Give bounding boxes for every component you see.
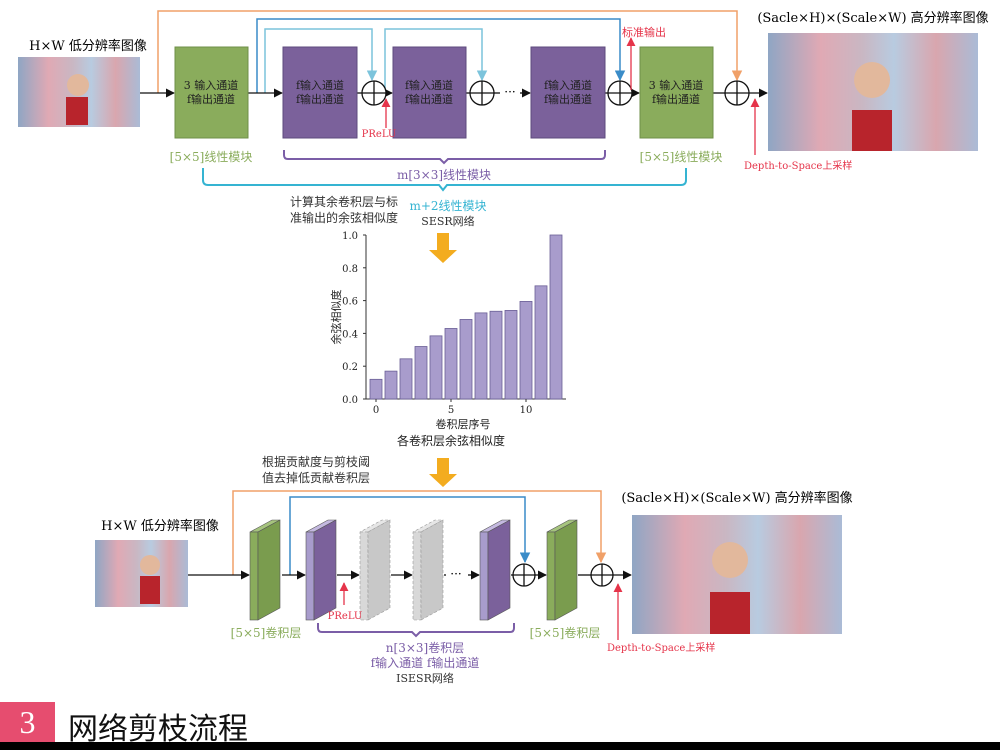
bar-layer-9 [504, 310, 518, 400]
top-blue-skip [256, 18, 626, 93]
bottom-conv-5x5-left: [5×5]卷积层 [231, 625, 302, 640]
bar-layer-11 [534, 285, 548, 400]
pruned-conv-slab [359, 519, 391, 621]
top-linear-5x5-left: [5×5]线性模块 [170, 150, 253, 164]
top-input-image [18, 57, 140, 127]
y-tick-label: 0.2 [342, 362, 358, 373]
top-network-label: SESR网络 [421, 214, 474, 228]
add-icon [469, 80, 495, 106]
compute-note-line-1: 计算其余卷积层与标 [290, 194, 398, 209]
x-tick-label: 0 [373, 405, 379, 416]
top-orange-skip [157, 10, 743, 93]
bottom-prelu-label: PReLU [328, 611, 363, 622]
add-icon [590, 563, 614, 587]
cosine-similarity-chart: 0.0 0.2 0.4 0.6 0.8 1.0 0 5 10 余弦相似度 卷积层序号 各卷积层… [329, 231, 566, 448]
block-text: f输出通道 [652, 92, 700, 106]
conv-5x5-slab-right [546, 519, 578, 621]
m2-linear-bracket [202, 168, 687, 192]
m2-linear-label: m+2线性模块 [409, 199, 486, 213]
bar-layer-3 [414, 346, 428, 400]
bottom-blue-skip [289, 496, 531, 575]
x-axis-label: 卷积层序号 [436, 417, 491, 431]
top-output-label: (Sacle×H)×(Scale×W) 高分辨率图像 [757, 10, 988, 26]
compute-note-line-2: 准输出的余弦相似度 [290, 210, 398, 225]
block-text: f输入通道 [405, 78, 453, 92]
bar-layer-0 [369, 378, 383, 400]
block-text: f输入通道 [296, 78, 344, 92]
top-green-block-2: 3 输入通道 f输出通道 [639, 46, 714, 139]
conv-3x3-slab [479, 519, 511, 621]
add-icon [607, 80, 633, 106]
bar-layer-7 [474, 312, 488, 400]
bottom-depth-to-space-label: Depth-to-Space上采样 [607, 641, 715, 654]
standard-output-label: 标准输出 [622, 25, 666, 39]
m-linear-label: m[3×3]线性模块 [397, 168, 491, 182]
top-depth-to-space-label: Depth-to-Space上采样 [744, 159, 852, 172]
bar-layer-2 [399, 358, 413, 400]
down-arrow-icon [429, 458, 457, 487]
block-text: f输入通道 [544, 78, 592, 92]
bar-layer-10 [519, 301, 533, 400]
y-tick-label: 1.0 [342, 231, 358, 242]
bottom-orange-skip [232, 490, 607, 575]
add-icon [361, 80, 387, 106]
top-purple-block-m: f输入通道 f输出通道 [530, 46, 606, 139]
bottom-input-image [95, 540, 188, 607]
block-text: f输出通道 [405, 92, 453, 106]
y-axis-label: 余弦相似度 [329, 290, 343, 345]
bottom-output-image [632, 515, 842, 634]
top-input-label: H×W 低分辨率图像 [29, 38, 147, 54]
block-text: f输出通道 [296, 92, 344, 106]
channels-label: f输入通道 f输出通道 [371, 655, 480, 670]
top-residual-skip-2 [384, 28, 488, 93]
prune-note-line-2: 值去掉低贡献卷积层 [262, 470, 370, 485]
block-text: 3 输入通道 [184, 78, 239, 92]
n-conv-label: n[3×3]卷积层 [386, 640, 464, 655]
bottom-output-label: (Sacle×H)×(Scale×W) 高分辨率图像 [621, 490, 852, 506]
divider [0, 742, 1000, 750]
top-output-image [768, 33, 978, 151]
top-linear-5x5-right: [5×5]线性模块 [640, 150, 723, 164]
bar-layer-1 [384, 370, 398, 400]
x-tick-label: 10 [520, 405, 533, 416]
bottom-input-label: H×W 低分辨率图像 [101, 518, 219, 534]
bar-layer-4 [429, 335, 443, 400]
y-tick-label: 0.8 [342, 264, 358, 275]
n-conv-bracket [317, 623, 515, 638]
block-text: 3 输入通道 [649, 78, 704, 92]
add-icon [512, 563, 536, 587]
top-residual-skip-1 [264, 28, 378, 93]
bottom-network-label: ISESR网络 [396, 671, 454, 685]
top-prelu-label: PReLU [362, 129, 397, 140]
top-ellipsis: ··· [504, 85, 515, 99]
pruned-conv-slab [412, 519, 444, 621]
top-green-block-1: 3 输入通道 f输出通道 [174, 46, 249, 139]
y-tick-label: 0.4 [342, 329, 358, 340]
bar-layer-8 [489, 310, 503, 400]
m-linear-bracket [283, 150, 606, 165]
bottom-conv-5x5-right: [5×5]卷积层 [530, 625, 601, 640]
down-arrow-icon [429, 233, 457, 263]
figure-title: 网络剪枝流程 [68, 712, 248, 747]
block-text: f输出通道 [187, 92, 235, 106]
x-tick-label: 5 [448, 405, 454, 416]
bar-layer-12 [549, 234, 563, 400]
conv-5x5-slab-left [249, 519, 281, 621]
chart-title: 各卷积层余弦相似度 [397, 433, 505, 448]
y-tick-label: 0.0 [342, 395, 358, 406]
y-tick-label: 0.6 [342, 297, 358, 308]
figure-number: 3 [0, 702, 55, 742]
bar-layer-6 [459, 319, 473, 400]
bar-layer-5 [444, 328, 458, 400]
conv-3x3-slab [305, 519, 337, 621]
prune-note-line-1: 根据贡献度与剪枝阈 [262, 454, 370, 469]
add-icon [724, 80, 750, 106]
bottom-ellipsis: ··· [450, 567, 461, 581]
top-purple-block-2: f输入通道 f输出通道 [392, 46, 467, 139]
block-text: f输出通道 [544, 92, 592, 106]
top-purple-block-1: f输入通道 f输出通道 [282, 46, 358, 139]
